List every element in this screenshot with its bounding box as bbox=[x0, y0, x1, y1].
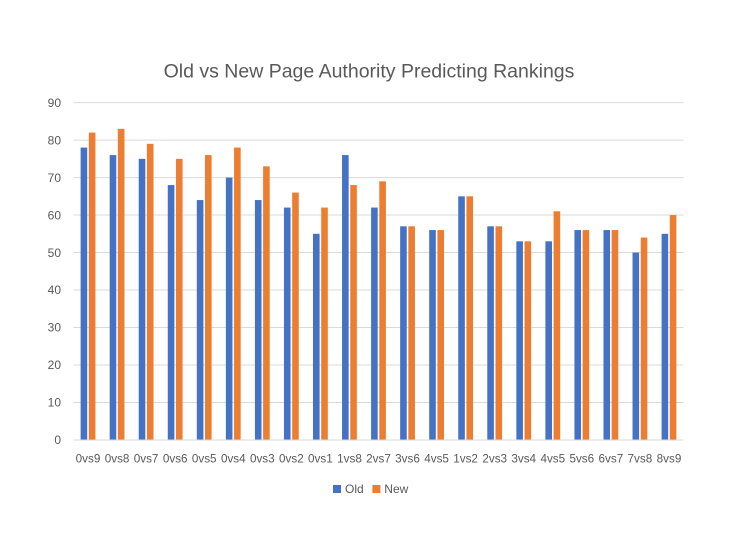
svg-text:90: 90 bbox=[48, 96, 62, 110]
svg-text:70: 70 bbox=[48, 171, 62, 185]
svg-text:0vs5: 0vs5 bbox=[192, 452, 217, 465]
svg-text:0vs1: 0vs1 bbox=[308, 452, 333, 465]
svg-text:0vs4: 0vs4 bbox=[221, 452, 246, 465]
svg-text:30: 30 bbox=[48, 321, 62, 335]
svg-text:2vs7: 2vs7 bbox=[366, 452, 391, 465]
svg-text:3vs4: 3vs4 bbox=[511, 452, 536, 465]
svg-text:10: 10 bbox=[48, 396, 62, 410]
svg-text:40: 40 bbox=[48, 283, 62, 297]
svg-text:Old: Old bbox=[345, 482, 364, 496]
svg-text:0vs2: 0vs2 bbox=[279, 452, 304, 465]
svg-text:20: 20 bbox=[48, 358, 62, 372]
svg-text:0vs8: 0vs8 bbox=[105, 452, 130, 465]
svg-text:50: 50 bbox=[48, 246, 62, 260]
svg-text:3vs6: 3vs6 bbox=[395, 452, 420, 465]
svg-text:0vs7: 0vs7 bbox=[134, 452, 159, 465]
svg-text:0vs3: 0vs3 bbox=[250, 452, 275, 465]
svg-text:8vs9: 8vs9 bbox=[657, 452, 682, 465]
svg-text:1vs8: 1vs8 bbox=[337, 452, 362, 465]
svg-text:1vs2: 1vs2 bbox=[453, 452, 478, 465]
svg-text:Old vs New Page Authority Pred: Old vs New Page Authority Predicting Ran… bbox=[164, 60, 575, 82]
svg-text:5vs6: 5vs6 bbox=[569, 452, 594, 465]
svg-text:2vs3: 2vs3 bbox=[482, 452, 507, 465]
svg-text:New: New bbox=[384, 482, 408, 496]
svg-text:6vs7: 6vs7 bbox=[599, 452, 624, 465]
svg-text:60: 60 bbox=[48, 208, 62, 222]
svg-text:4vs5: 4vs5 bbox=[540, 452, 565, 465]
svg-text:7vs8: 7vs8 bbox=[628, 452, 653, 465]
svg-text:80: 80 bbox=[48, 133, 62, 147]
svg-text:0vs9: 0vs9 bbox=[76, 452, 101, 465]
svg-text:0vs6: 0vs6 bbox=[163, 452, 188, 465]
svg-text:4vs5: 4vs5 bbox=[424, 452, 449, 465]
svg-text:0: 0 bbox=[54, 433, 61, 447]
